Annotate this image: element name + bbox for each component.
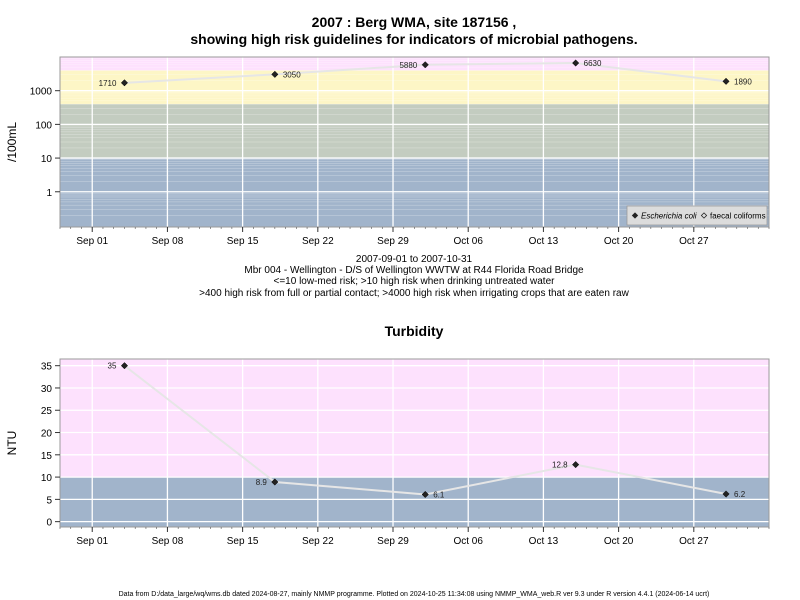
- risk-band-1: [60, 477, 769, 527]
- data-label: 3050: [283, 70, 301, 79]
- x-tick-label: Sep 08: [152, 236, 184, 247]
- risk-band-2: [60, 359, 769, 478]
- chart-title-line2: showing high risk guidelines for indicat…: [190, 31, 637, 47]
- y-tick-label: 30: [41, 384, 53, 395]
- y-tick-label: 1: [46, 188, 52, 199]
- x-tick-label: Oct 27: [679, 536, 709, 547]
- drinking-guideline-text: <=10 low-med risk; >10 high risk when dr…: [274, 276, 556, 287]
- y-tick-label: 20: [41, 429, 53, 440]
- risk-band-2: [60, 104, 769, 159]
- x-tick-label: Sep 29: [377, 236, 409, 247]
- data-label: 1710: [99, 79, 117, 88]
- y-axis-label: /100mL: [5, 122, 19, 162]
- x-tick-label: Sep 01: [76, 236, 108, 247]
- data-point: [722, 77, 730, 85]
- y-tick-label: 5: [46, 495, 52, 506]
- x-tick-label: Sep 15: [227, 536, 259, 547]
- x-tick-label: Sep 29: [377, 536, 409, 547]
- data-label: 6630: [584, 59, 602, 68]
- x-tick-label: Oct 13: [529, 236, 559, 247]
- data-point: [572, 461, 580, 469]
- data-label: 35: [108, 362, 117, 371]
- turbidity-title: Turbidity: [385, 323, 444, 339]
- x-tick-label: Sep 22: [302, 536, 334, 547]
- footer-note: Data from D:/data_large/wq/wms.db dated …: [119, 591, 710, 598]
- x-tick-label: Sep 08: [152, 536, 184, 547]
- data-label: 12.8: [552, 461, 568, 470]
- contact-guideline-text: >400 high risk from full or partial cont…: [199, 288, 629, 299]
- x-tick-label: Oct 13: [529, 536, 559, 547]
- legend-marker-open-diamond: [700, 212, 708, 219]
- data-label: 8.9: [256, 478, 268, 487]
- data-point: [271, 478, 279, 486]
- legend-marker-filled-diamond: [631, 212, 639, 219]
- site-description-text: Mbr 004 - Wellington - D/S of Wellington…: [244, 265, 584, 276]
- x-tick-label: Oct 27: [679, 236, 709, 247]
- y-tick-label: 0: [46, 518, 52, 529]
- x-tick-label: Oct 20: [604, 236, 634, 247]
- y-tick-label: 35: [41, 362, 53, 373]
- x-tick-label: Sep 15: [227, 236, 259, 247]
- data-label: 6.2: [734, 490, 746, 499]
- y-tick-label: 100: [35, 120, 52, 131]
- data-point: [120, 79, 129, 87]
- x-tick-label: Sep 22: [302, 236, 334, 247]
- data-point: [271, 70, 279, 78]
- y-tick-label: 15: [41, 451, 53, 462]
- chart-title-line1: 2007 : Berg WMA, site 187156 ,: [312, 14, 517, 30]
- data-point: [572, 59, 580, 67]
- x-tick-label: Oct 20: [604, 536, 634, 547]
- x-tick-label: Sep 01: [76, 536, 108, 547]
- x-tick-label: Oct 06: [453, 236, 483, 247]
- turbidity-panel: Sep 01 Sep 08 Sep 15 Sep 22 Sep 29 Oct 06 Oct …: [5, 358, 770, 547]
- legend-box: [626, 205, 768, 226]
- y-tick-label: 25: [41, 406, 53, 417]
- data-point: [120, 362, 129, 370]
- x-tick-label: Oct 06: [453, 536, 483, 547]
- data-point: [421, 490, 429, 499]
- y-tick-label: 10: [41, 154, 53, 165]
- data-point: [421, 61, 429, 69]
- y-axis-label: NTU: [5, 431, 19, 456]
- data-point: [722, 490, 730, 498]
- y-tick-label: 10: [41, 473, 53, 484]
- risk-band-3: [60, 70, 769, 105]
- data-label: 5880: [399, 61, 417, 70]
- ecoli-panel: Sep 01 Sep 08 Sep 15 Sep 22 Sep 29 Oct 06 Oct …: [5, 56, 770, 247]
- date-range-text: 2007-09-01 to 2007-10-31: [356, 254, 473, 265]
- data-label: 1890: [734, 77, 752, 86]
- legend-label: faecal coliforms: [710, 212, 766, 221]
- data-label: 6.1: [433, 490, 445, 499]
- y-tick-label: 1000: [30, 87, 53, 98]
- legend-label: Escherichia coli: [641, 212, 697, 221]
